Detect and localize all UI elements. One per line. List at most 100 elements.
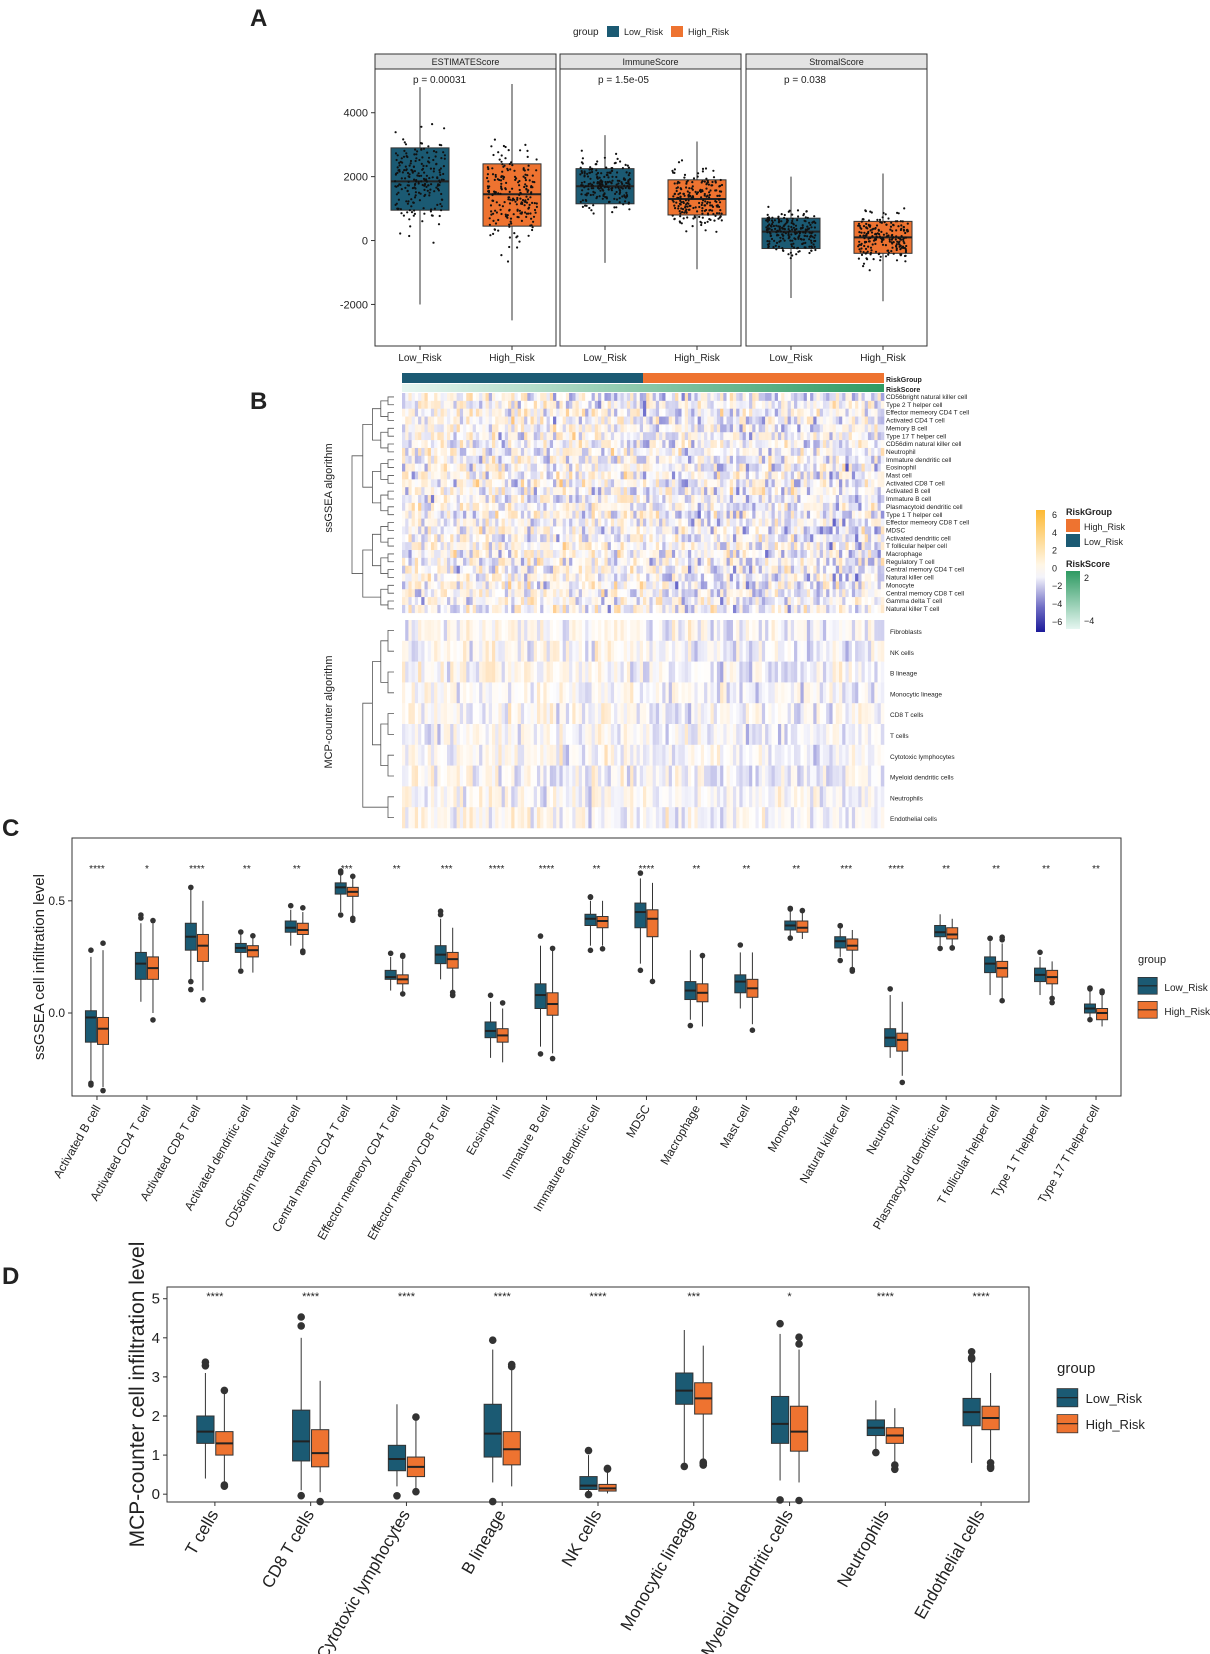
ssgsea-heatmap-cell: [456, 479, 461, 488]
ssgsea-heatmap-cell: [591, 463, 596, 472]
data-point: [424, 178, 428, 181]
ssgsea-heatmap-cell: [501, 455, 506, 464]
ssgsea-heatmap-cell: [475, 479, 480, 488]
ssgsea-heatmap-cell: [572, 408, 576, 417]
ssgsea-heatmap-cell: [774, 557, 779, 566]
ssgsea-heatmap-cell: [758, 455, 763, 464]
ssgsea-heatmap-cell: [562, 550, 567, 559]
ssgsea-heatmap-cell: [594, 424, 599, 433]
data-point: [895, 259, 899, 262]
ssgsea-heatmap-cell: [639, 447, 644, 457]
ssgsea-heatmap-cell: [691, 408, 695, 417]
ssgsea-heatmap-cell: [745, 495, 750, 504]
data-point: [423, 171, 426, 174]
ssgsea-heatmap-cell: [562, 424, 567, 433]
ssgsea-heatmap-cell: [533, 581, 538, 590]
ssgsea-heatmap-cell: [402, 424, 406, 433]
data-point: [775, 231, 778, 234]
ssgsea-heatmap-cell: [556, 573, 560, 582]
ssgsea-heatmap-cell: [835, 463, 840, 472]
ssgsea-heatmap-cell: [520, 393, 525, 402]
ssgsea-heatmap-cell: [585, 400, 589, 409]
ssgsea-heatmap-cell: [601, 424, 605, 433]
ssgsea-heatmap-cell: [662, 487, 666, 496]
ssgsea-heatmap-cell: [819, 455, 824, 464]
ssgsea-heatmap-cell: [871, 534, 875, 543]
ssgsea-heatmap-cell: [806, 455, 811, 464]
ssgsea-heatmap-cell: [867, 557, 872, 566]
ssgsea-heatmap-cell: [517, 479, 522, 488]
ssgsea-heatmap-cell: [556, 518, 560, 527]
ssgsea-heatmap-cell: [402, 416, 406, 425]
ssgsea-heatmap-cell: [861, 432, 866, 441]
ssgsea-heatmap-cell: [659, 432, 663, 441]
ssgsea-heatmap-cell: [520, 424, 525, 433]
ssgsea-heatmap-cell: [720, 432, 724, 441]
ssgsea-heatmap-cell: [755, 573, 759, 582]
ssgsea-heatmap-cell: [408, 550, 412, 559]
ssgsea-heatmap-cell: [668, 487, 673, 496]
ssgsea-heatmap-cell: [710, 393, 714, 402]
ssgsea-heatmap-cell: [758, 526, 763, 535]
ssgsea-heatmap-cell: [427, 400, 432, 409]
ssgsea-heatmap-cell: [591, 542, 596, 551]
ssgsea-heatmap-cell: [453, 424, 457, 433]
ssgsea-heatmap-cell: [684, 424, 689, 433]
ssgsea-heatmap-cell: [845, 447, 849, 457]
ssgsea-heatmap-cell: [569, 565, 573, 574]
data-point: [404, 177, 407, 180]
data-point: [419, 192, 422, 195]
ssgsea-heatmap-cell: [842, 455, 846, 464]
ssgsea-heatmap-cell: [784, 510, 788, 519]
ssgsea-heatmap-cell: [479, 510, 483, 519]
ssgsea-heatmap-cell: [604, 440, 608, 449]
ssgsea-heatmap-cell: [591, 400, 596, 409]
ssgsea-heatmap-cell: [630, 463, 634, 472]
ssgsea-heatmap-cell: [488, 440, 493, 449]
data-point: [403, 169, 406, 172]
ssgsea-heatmap-cell: [643, 557, 647, 566]
ssgsea-heatmap-cell: [585, 502, 589, 512]
ssgsea-heatmap-cell: [430, 432, 435, 441]
ssgsea-heatmap-cell: [446, 573, 451, 582]
ssgsea-heatmap-cell: [414, 393, 419, 402]
data-point: [610, 189, 614, 192]
ssgsea-heatmap-cell: [508, 440, 512, 449]
data-point: [614, 186, 617, 189]
ssgsea-heatmap-cell: [826, 518, 830, 527]
data-point: [624, 196, 627, 199]
ssgsea-heatmap-cell: [456, 416, 461, 425]
ssgsea-heatmap-cell: [623, 408, 628, 417]
ssgsea-heatmap-cell: [662, 495, 666, 504]
y-tick-label: 2000: [344, 172, 368, 184]
ssgsea-heatmap-cell: [671, 447, 676, 457]
ssgsea-heatmap-cell: [643, 432, 647, 441]
data-point: [859, 234, 862, 237]
ssgsea-heatmap-cell: [662, 542, 666, 551]
ssgsea-heatmap-cell: [565, 518, 570, 527]
ssgsea-heatmap-cell: [411, 400, 416, 409]
ssgsea-heatmap-cell: [466, 526, 470, 535]
ssgsea-heatmap-cell: [678, 416, 682, 425]
ssgsea-heatmap-cell: [504, 550, 509, 559]
data-point: [591, 170, 594, 174]
data-point: [524, 143, 527, 146]
ssgsea-heatmap-cell: [822, 542, 827, 551]
ssgsea-heatmap-cell: [813, 495, 817, 504]
ssgsea-heatmap-cell: [614, 550, 618, 559]
data-point: [516, 215, 519, 219]
ssgsea-heatmap-cell: [774, 455, 779, 464]
ssgsea-heatmap-cell: [620, 463, 625, 472]
data-point: [414, 187, 417, 190]
ssgsea-heatmap-cell: [607, 471, 612, 480]
ssgsea-heatmap-cell: [581, 518, 586, 527]
data-point: [414, 148, 417, 151]
ssgsea-heatmap-cell: [855, 455, 859, 464]
data-point: [514, 178, 517, 181]
ssgsea-heatmap-cell: [601, 581, 605, 590]
ssgsea-heatmap-cell: [871, 526, 875, 535]
ssgsea-heatmap-cell: [758, 534, 763, 543]
ssgsea-heatmap-cell: [832, 534, 837, 543]
ssgsea-heatmap-cell: [761, 424, 766, 433]
